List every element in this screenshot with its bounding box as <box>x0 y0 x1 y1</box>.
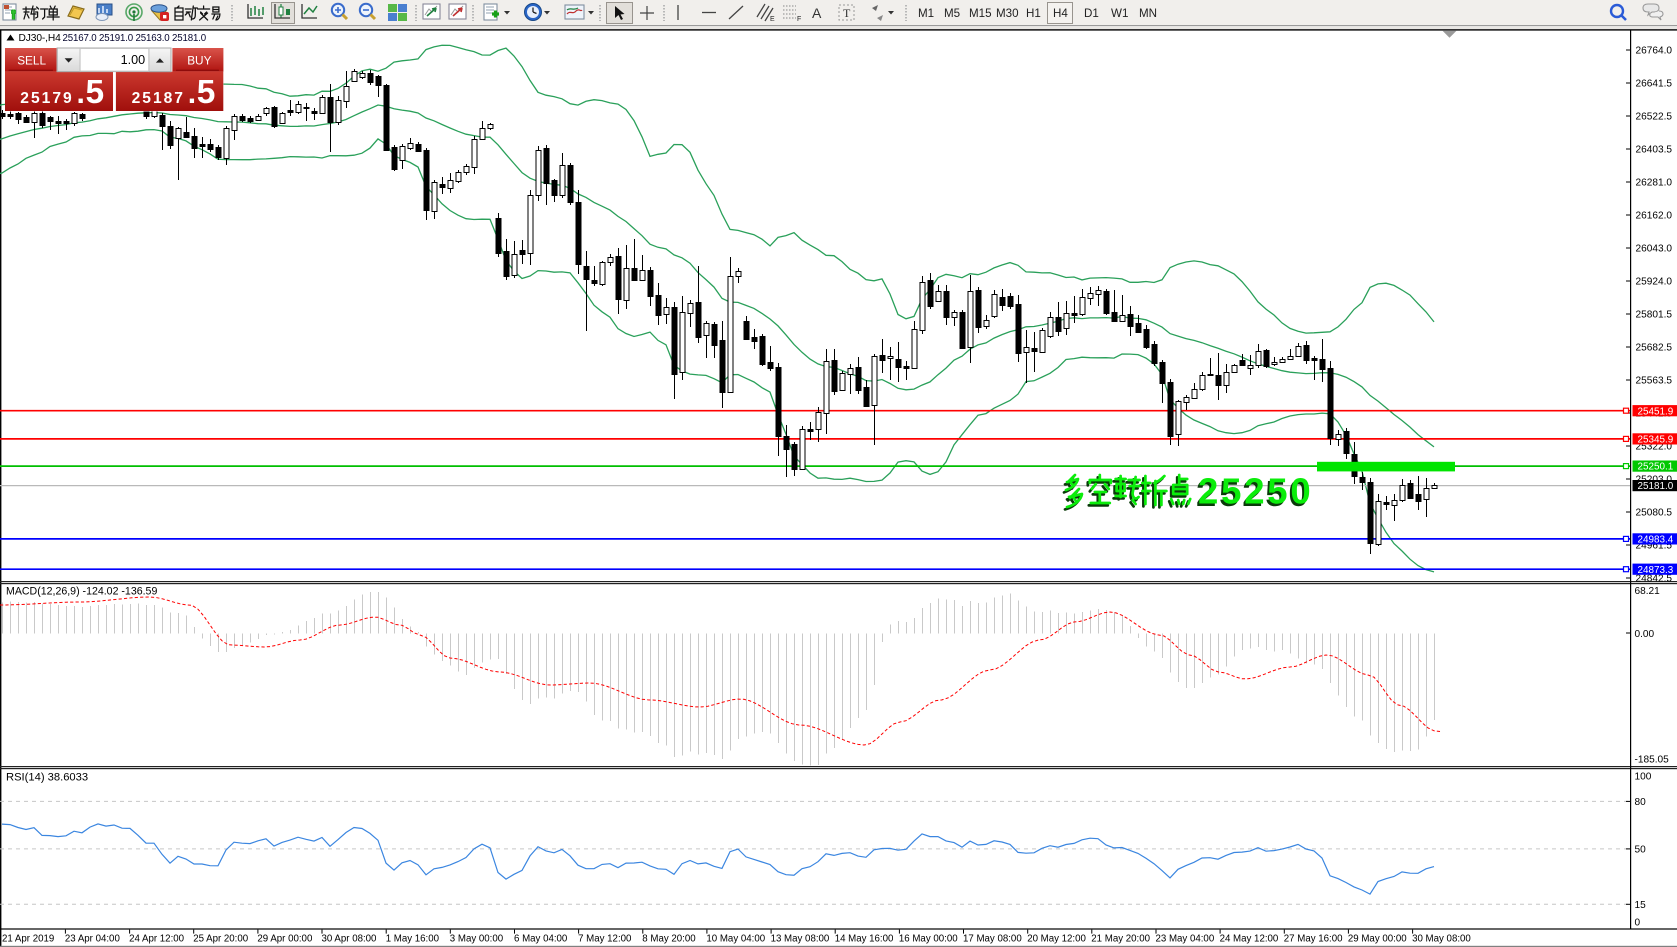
svg-text:100: 100 <box>1635 771 1652 782</box>
svg-text:E: E <box>770 16 775 23</box>
svg-text:25924.0: 25924.0 <box>1636 277 1673 288</box>
svg-text:7 May 12:00: 7 May 12:00 <box>578 934 632 945</box>
svg-text:26522.5: 26522.5 <box>1636 112 1673 123</box>
svg-text:50: 50 <box>1635 845 1647 856</box>
svg-text:T: T <box>843 6 851 20</box>
svg-text:26281.0: 26281.0 <box>1636 178 1673 189</box>
svg-text:14 May 16:00: 14 May 16:00 <box>835 934 894 945</box>
svg-text:29 Apr 00:00: 29 Apr 00:00 <box>257 934 313 945</box>
svg-text:25187: 25187 <box>132 90 185 107</box>
svg-text:25179: 25179 <box>20 90 73 107</box>
svg-text:BUY: BUY <box>187 54 211 68</box>
svg-text:A: A <box>812 5 822 21</box>
svg-text:80: 80 <box>1635 797 1647 808</box>
svg-text:25322.0: 25322.0 <box>1636 442 1673 453</box>
svg-text:68.21: 68.21 <box>1635 586 1661 597</box>
svg-text:24 May 12:00: 24 May 12:00 <box>1220 934 1279 945</box>
svg-text:24842.5: 24842.5 <box>1636 574 1673 585</box>
svg-text:24 Apr 12:00: 24 Apr 12:00 <box>129 934 185 945</box>
svg-text:25250: 25250 <box>1198 471 1314 512</box>
svg-text:DJ30-,H4: DJ30-,H4 <box>19 33 62 44</box>
svg-text:0.00: 0.00 <box>1635 629 1655 640</box>
svg-text:29 May 00:00: 29 May 00:00 <box>1348 934 1407 945</box>
svg-text:.: . <box>77 77 85 110</box>
svg-text:25250: 25250 <box>1196 473 1312 514</box>
svg-text:25167.0 25191.0 25163.0 25181.: 25167.0 25191.0 25163.0 25181.0 <box>63 33 207 44</box>
svg-text:20 May 12:00: 20 May 12:00 <box>1027 934 1086 945</box>
svg-text:F: F <box>797 16 801 23</box>
svg-text:1.00: 1.00 <box>121 53 146 67</box>
svg-text:5: 5 <box>197 74 216 111</box>
svg-text:25250.1: 25250.1 <box>1638 462 1674 473</box>
svg-text:M5: M5 <box>944 7 960 20</box>
svg-text:H1: H1 <box>1026 7 1041 20</box>
svg-text:30 Apr 08:00: 30 Apr 08:00 <box>322 934 378 945</box>
svg-text:MN: MN <box>1139 7 1157 20</box>
svg-text:D1: D1 <box>1084 7 1099 20</box>
svg-text:-185.05: -185.05 <box>1635 754 1670 765</box>
svg-text:26043.0: 26043.0 <box>1636 244 1673 255</box>
svg-text:M15: M15 <box>969 7 992 20</box>
svg-text:MACD(12,26,9) -124.02 -136.59: MACD(12,26,9) -124.02 -136.59 <box>6 586 157 598</box>
svg-text:21 May 20:00: 21 May 20:00 <box>1091 934 1150 945</box>
svg-text:8 May 20:00: 8 May 20:00 <box>642 934 696 945</box>
svg-text:25451.9: 25451.9 <box>1638 406 1674 417</box>
svg-text:1 May 16:00: 1 May 16:00 <box>386 934 440 945</box>
svg-text:H4: H4 <box>1053 7 1068 20</box>
svg-text:16 May 00:00: 16 May 00:00 <box>899 934 958 945</box>
svg-text:SELL: SELL <box>17 54 46 68</box>
svg-text:RSI(14) 38.6033: RSI(14) 38.6033 <box>6 772 88 784</box>
svg-text:0: 0 <box>1635 918 1641 929</box>
svg-text:M1: M1 <box>918 7 934 20</box>
svg-text:21 Apr 2019: 21 Apr 2019 <box>2 934 54 945</box>
svg-text:15: 15 <box>1635 900 1647 911</box>
svg-text:26764.0: 26764.0 <box>1636 46 1673 57</box>
svg-text:26641.5: 26641.5 <box>1636 79 1673 90</box>
svg-text:5: 5 <box>86 74 105 111</box>
svg-text:25563.5: 25563.5 <box>1636 376 1673 387</box>
svg-text:.: . <box>188 77 196 110</box>
svg-text:23 Apr 04:00: 23 Apr 04:00 <box>65 934 121 945</box>
svg-text:25181.0: 25181.0 <box>1638 481 1674 492</box>
svg-text:24983.4: 24983.4 <box>1638 535 1674 546</box>
svg-text:13 May 08:00: 13 May 08:00 <box>771 934 830 945</box>
svg-text:25345.9: 25345.9 <box>1638 435 1674 446</box>
svg-text:25682.5: 25682.5 <box>1636 343 1673 354</box>
svg-text:30 May 08:00: 30 May 08:00 <box>1412 934 1471 945</box>
svg-text:M30: M30 <box>996 7 1019 20</box>
svg-text:27 May 16:00: 27 May 16:00 <box>1284 934 1343 945</box>
svg-text:23 May 04:00: 23 May 04:00 <box>1156 934 1215 945</box>
svg-text:10 May 04:00: 10 May 04:00 <box>706 934 765 945</box>
svg-text:3 May 00:00: 3 May 00:00 <box>450 934 504 945</box>
svg-text:26403.5: 26403.5 <box>1636 145 1673 156</box>
svg-text:17 May 08:00: 17 May 08:00 <box>963 934 1022 945</box>
svg-text:6 May 04:00: 6 May 04:00 <box>514 934 568 945</box>
svg-text:24873.3: 24873.3 <box>1638 565 1674 576</box>
svg-text:25 Apr 20:00: 25 Apr 20:00 <box>193 934 249 945</box>
svg-text:26162.0: 26162.0 <box>1636 211 1673 222</box>
svg-text:W1: W1 <box>1111 7 1128 20</box>
svg-text:24961.5: 24961.5 <box>1636 541 1673 552</box>
svg-text:25080.5: 25080.5 <box>1636 508 1673 519</box>
svg-text:25801.5: 25801.5 <box>1636 310 1673 321</box>
